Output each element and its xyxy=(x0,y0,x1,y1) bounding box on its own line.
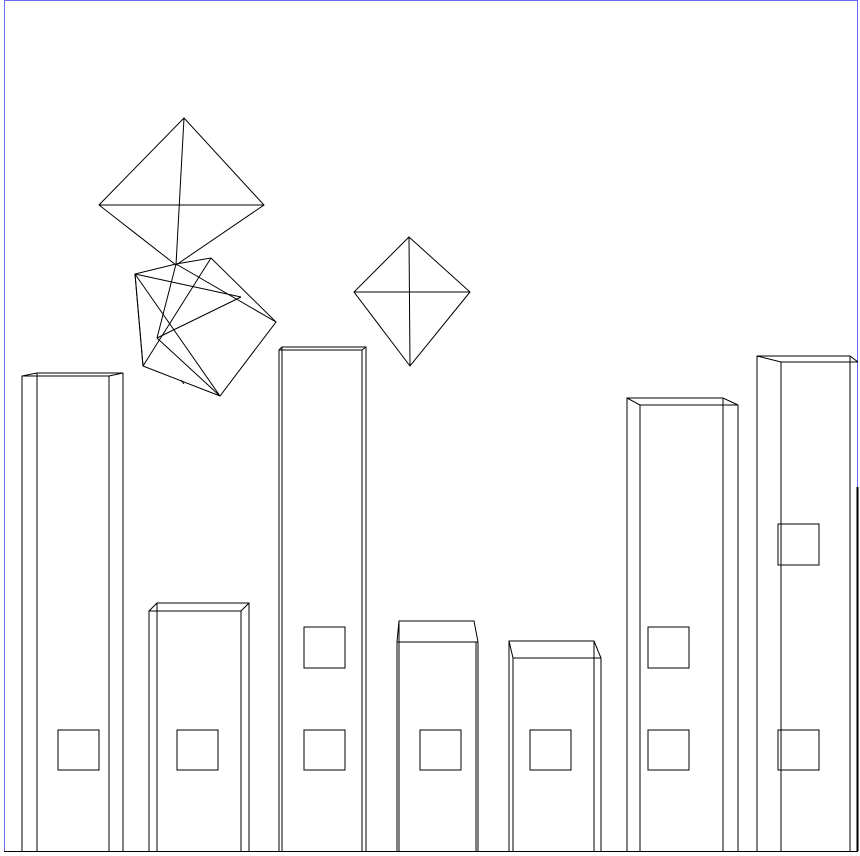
octahedron-right[interactable] xyxy=(353,236,471,367)
tumbling-octahedron[interactable] xyxy=(134,257,277,397)
building-2 xyxy=(148,602,250,851)
building-3 xyxy=(278,346,367,851)
viewport-frame xyxy=(4,0,858,852)
window xyxy=(647,729,690,771)
octahedron-top[interactable] xyxy=(98,117,265,266)
building-4 xyxy=(396,620,479,851)
window xyxy=(176,729,219,771)
window xyxy=(419,729,462,771)
building-1 xyxy=(21,372,124,851)
window xyxy=(303,729,346,771)
building-6 xyxy=(626,397,739,851)
building-5 xyxy=(508,640,602,851)
window xyxy=(647,626,690,669)
window xyxy=(777,729,820,771)
window xyxy=(777,523,820,566)
window xyxy=(303,626,346,669)
window xyxy=(57,729,100,771)
building-7 xyxy=(756,355,859,851)
window xyxy=(529,729,572,771)
